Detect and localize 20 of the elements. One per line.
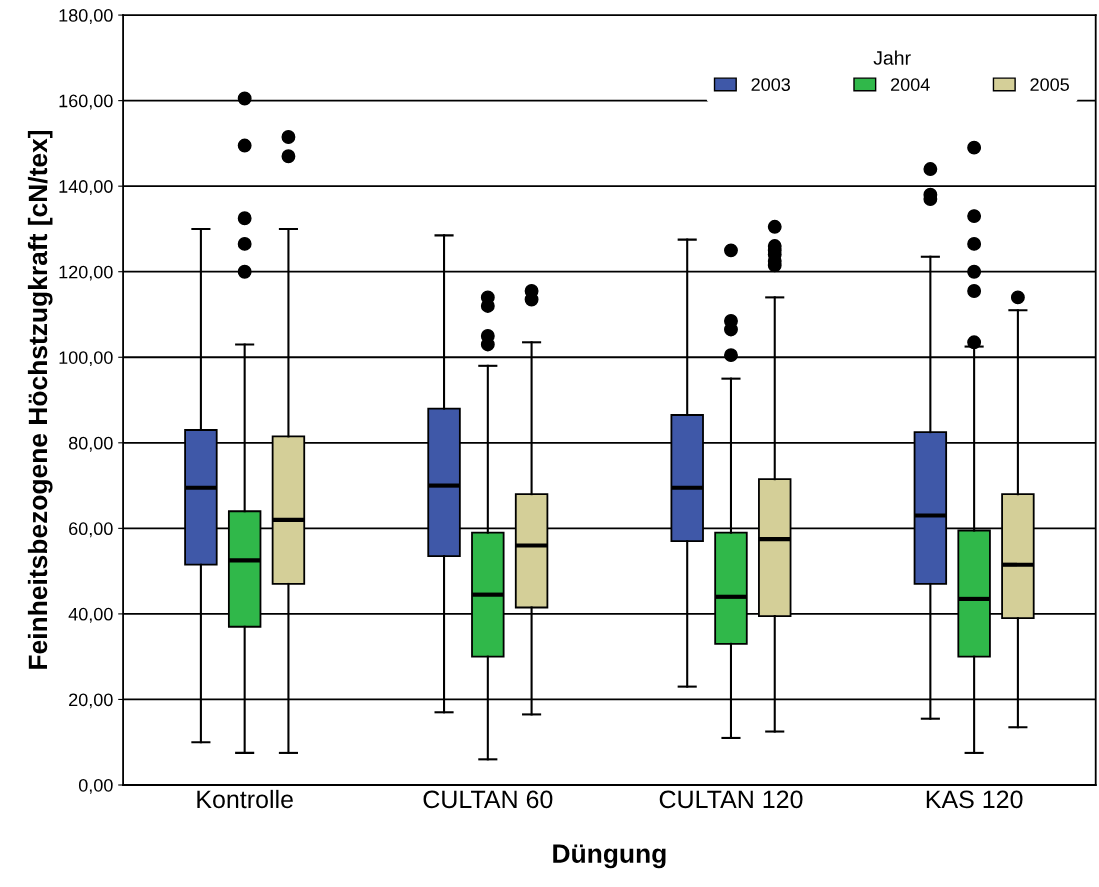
legend-title: Jahr [873,50,911,65]
y-tick-label: 40,00 [68,607,113,623]
x-axis-title: Düngung [553,844,666,869]
legend-label: 2004 [891,78,930,91]
x-tick-label: CULTAN 60 [423,790,553,809]
legend-label: 2005 [1030,78,1069,91]
legend-label: 2003 [751,78,790,91]
y-tick-label: 160,00 [59,94,113,110]
y-tick-label: 80,00 [68,436,113,452]
x-tick-label: CULTAN 120 [659,790,803,809]
y-tick-label: 120,00 [59,265,113,281]
x-tick-label: KAS 120 [926,790,1023,809]
y-tick-label: 140,00 [59,180,113,196]
y-tick-label: 100,00 [59,351,113,367]
y-tick-label: 60,00 [69,522,113,538]
y-tick-label: 20,00 [69,693,113,709]
y-tick-label: 180,00 [59,9,113,24]
y-axis-title: Feinheitsbezogene Höchstzugkraft [cN/tex] [27,130,53,669]
x-tick-label: Kontrolle [197,789,293,809]
y-tick-label: 0,00 [78,778,113,794]
